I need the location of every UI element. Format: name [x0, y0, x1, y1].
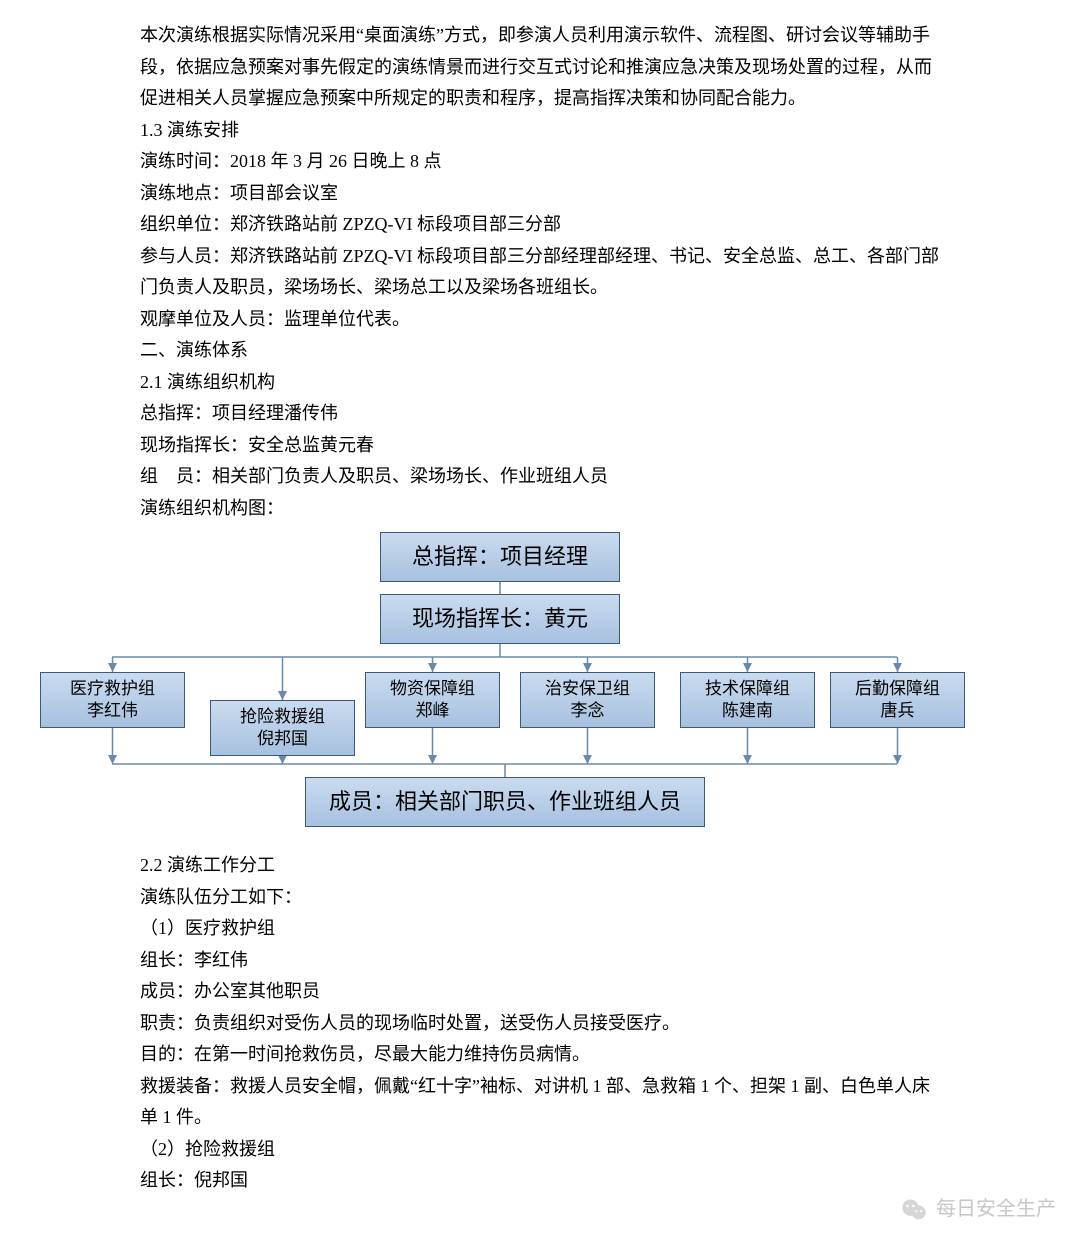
org-node-g1-line1: 医疗救护组	[70, 678, 155, 700]
bottom-para-4: 成员：办公室其他职员	[140, 976, 940, 1008]
bottom-para-9: 组长：倪邦国	[140, 1165, 940, 1197]
org-node-top: 总指挥：项目经理	[380, 532, 620, 582]
org-node-g5: 技术保障组陈建南	[680, 672, 815, 728]
org-node-g4-line2: 李念	[571, 700, 605, 722]
org-node-top-line1: 总指挥：项目经理	[412, 543, 588, 572]
org-node-g6: 后勤保障组唐兵	[830, 672, 965, 728]
bottom-para-5: 职责：负责组织对受伤人员的现场临时处置，送受伤人员接受医疗。	[140, 1008, 940, 1040]
top-para-5: 参与人员：郑济铁路站前 ZPZQ-VI 标段项目部三分部经理部经理、书记、安全总…	[140, 241, 940, 304]
top-para-9: 总指挥：项目经理潘传伟	[140, 398, 940, 430]
top-para-10: 现场指挥长：安全总监黄元春	[140, 430, 940, 462]
org-node-g3: 物资保障组郑峰	[365, 672, 500, 728]
org-node-g4-line1: 治安保卫组	[545, 678, 630, 700]
wechat-icon	[900, 1196, 928, 1224]
bottom-para-3: 组长：李红伟	[140, 945, 940, 977]
org-node-g2-line2: 倪邦国	[257, 728, 308, 750]
org-node-g4: 治安保卫组李念	[520, 672, 655, 728]
bottom-para-1: 演练队伍分工如下：	[140, 882, 940, 914]
top-para-6: 观摩单位及人员：监理单位代表。	[140, 304, 940, 336]
top-para-7: 二、演练体系	[140, 335, 940, 367]
bottom-para-0: 2.2 演练工作分工	[140, 850, 940, 882]
document-bottom-text: 2.2 演练工作分工演练队伍分工如下：（1）医疗救护组组长：李红伟成员：办公室其…	[140, 850, 940, 1197]
top-para-0: 本次演练根据实际情况采用“桌面演练”方式，即参演人员利用演示软件、流程图、研讨会…	[140, 20, 940, 115]
org-node-g3-line1: 物资保障组	[390, 678, 475, 700]
org-node-g3-line2: 郑峰	[416, 700, 450, 722]
org-chart: 总指挥：项目经理现场指挥长：黄元医疗救护组李红伟抢险救援组倪邦国物资保障组郑峰治…	[40, 532, 1040, 842]
org-node-g5-line2: 陈建南	[722, 700, 773, 722]
bottom-para-7: 救援装备：救援人员安全帽，佩戴“红十字”袖标、对讲机 1 部、急救箱 1 个、担…	[140, 1071, 940, 1134]
org-node-g6-line1: 后勤保障组	[855, 678, 940, 700]
org-node-second-line1: 现场指挥长：黄元	[412, 605, 588, 634]
org-node-g1-line2: 李红伟	[87, 700, 138, 722]
watermark-text: 每日安全生产	[936, 1192, 1056, 1227]
top-para-2: 演练时间：2018 年 3 月 26 日晚上 8 点	[140, 146, 940, 178]
org-node-g2-line1: 抢险救援组	[240, 706, 325, 728]
bottom-para-2: （1）医疗救护组	[140, 913, 940, 945]
top-para-3: 演练地点：项目部会议室	[140, 178, 940, 210]
org-node-g2: 抢险救援组倪邦国	[210, 700, 355, 756]
org-node-g1: 医疗救护组李红伟	[40, 672, 185, 728]
org-node-second: 现场指挥长：黄元	[380, 594, 620, 644]
top-para-4: 组织单位：郑济铁路站前 ZPZQ-VI 标段项目部三分部	[140, 209, 940, 241]
document-top-text: 本次演练根据实际情况采用“桌面演练”方式，即参演人员利用演示软件、流程图、研讨会…	[140, 20, 940, 524]
org-node-g5-line1: 技术保障组	[705, 678, 790, 700]
top-para-12: 演练组织机构图：	[140, 493, 940, 525]
top-para-1: 1.3 演练安排	[140, 115, 940, 147]
org-node-members-line1: 成员：相关部门职员、作业班组人员	[329, 788, 681, 817]
bottom-para-8: （2）抢险救援组	[140, 1134, 940, 1166]
top-para-11: 组 员：相关部门负责人及职员、梁场场长、作业班组人员	[140, 461, 940, 493]
watermark: 每日安全生产	[900, 1192, 1056, 1227]
bottom-para-6: 目的：在第一时间抢救伤员，尽最大能力维持伤员病情。	[140, 1039, 940, 1071]
org-node-members: 成员：相关部门职员、作业班组人员	[305, 777, 705, 827]
top-para-8: 2.1 演练组织机构	[140, 367, 940, 399]
org-node-g6-line2: 唐兵	[881, 700, 915, 722]
